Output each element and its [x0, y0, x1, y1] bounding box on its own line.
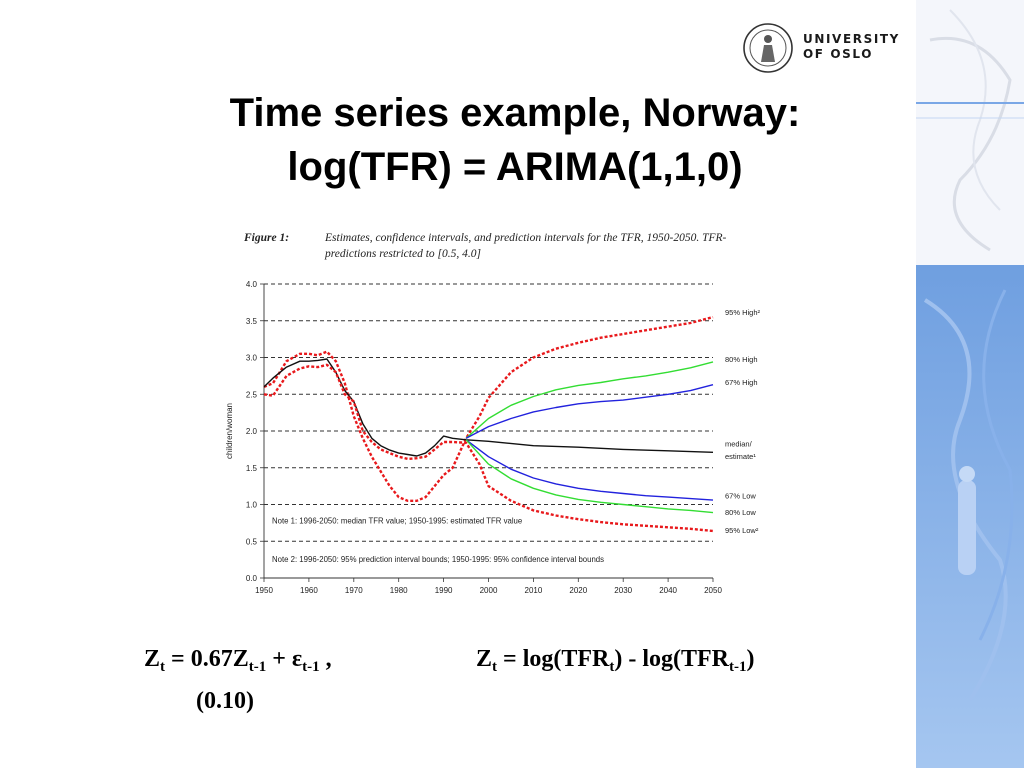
- x-tick-label: 2020: [569, 586, 587, 595]
- chart-grid: [264, 283, 713, 542]
- formula-z: Z: [144, 646, 161, 672]
- y-tick-label: 1.5: [246, 464, 258, 473]
- series-line: [263, 363, 714, 533]
- x-tick-label: 1990: [435, 586, 453, 595]
- series-end-label: 95% High²: [725, 308, 761, 317]
- x-tick-label: 2000: [480, 586, 498, 595]
- formula2-log: = log(TFR: [497, 646, 610, 672]
- x-tick-label: 1950: [255, 586, 273, 595]
- formula2-sub-t: t: [492, 659, 498, 675]
- formula-sub-t1: t-1: [248, 659, 267, 675]
- y-tick-label: 1.0: [246, 501, 258, 510]
- figure-caption-text: Estimates, confidence intervals, and pre…: [325, 232, 727, 260]
- series-end-label: 80% High: [725, 355, 758, 364]
- formula2-close: ): [746, 646, 755, 672]
- chart-note: Note 1: 1996-2050: median TFR value; 195…: [272, 517, 522, 526]
- logo-line1: UNIVERSITY: [803, 32, 900, 46]
- series-line: [465, 439, 714, 514]
- series-end-label: 67% Low: [725, 492, 756, 501]
- x-tick-label: 2050: [704, 586, 722, 595]
- formula-sub-t: t: [160, 659, 166, 675]
- formula2-z: Z: [476, 646, 493, 672]
- formula-comma: ,: [319, 646, 332, 672]
- slide-title-line1: Time series example, Norway:: [229, 91, 801, 135]
- slide-title: Time series example, Norway: log(TFR) = …: [120, 86, 910, 194]
- x-tick-label: 2040: [659, 586, 677, 595]
- y-tick-label: 4.0: [246, 280, 258, 289]
- y-tick-label: 0.5: [246, 537, 258, 546]
- x-tick-label: 1960: [300, 586, 318, 595]
- x-tick-label: 1980: [390, 586, 408, 595]
- formula-sub-t1b: t-1: [302, 659, 320, 675]
- chart-axes: 0.0 0.5 1.0 1.5 2.0 2.5 3.0 3.5 4.0 1950 1960 1970 1…: [225, 280, 722, 595]
- series-line: [465, 439, 714, 501]
- series-end-label: 80% Low: [725, 508, 756, 517]
- y-tick-label: 3.5: [246, 317, 258, 326]
- series-end-label: estimate¹: [725, 452, 756, 461]
- y-tick-label: 3.0: [246, 354, 258, 363]
- chart-series: [263, 315, 714, 533]
- y-tick-label: 2.5: [246, 390, 258, 399]
- tfr-chart: 0.0 0.5 1.0 1.5 2.0 2.5 3.0 3.5 4.0 1950 1960 1970 1…: [225, 280, 761, 595]
- chart-labels: 95% High² 80% High 67% High median/estimate…: [272, 308, 761, 564]
- x-tick-label: 1970: [345, 586, 363, 595]
- series-end-label: median/: [725, 439, 753, 448]
- formula-eps: + ε: [266, 646, 303, 672]
- formula2-sub-t2: t: [609, 659, 615, 675]
- y-axis-title: children/woman: [225, 403, 234, 459]
- series-end-label: 67% High: [725, 378, 758, 387]
- series-line: [465, 361, 714, 439]
- series-line: [465, 384, 714, 439]
- series-line: [263, 358, 714, 457]
- slide-title-line2: log(TFR) = ARIMA(1,1,0): [287, 145, 743, 189]
- y-tick-label: 0.0: [246, 574, 258, 583]
- figure-label: Figure 1:: [244, 232, 290, 244]
- standard-error: (0.10): [196, 688, 254, 714]
- x-tick-label: 2030: [614, 586, 632, 595]
- university-logo-text: UNIVERSITY OF OSLO: [803, 32, 900, 62]
- formula2-minus: ) - log(TFR: [614, 646, 730, 672]
- chart-note: Note 2: 1996-2050: 95% prediction interv…: [272, 555, 604, 564]
- difference-formula: Zt = log(TFRt) - log(TFRt-1): [476, 646, 755, 676]
- series-end-label: 95% Low²: [725, 526, 759, 535]
- arima-formula: Zt = 0.67Zt-1 + εt-1 ,: [144, 646, 332, 676]
- x-tick-label: 2010: [525, 586, 543, 595]
- formula2-sub-t1: t-1: [729, 659, 747, 675]
- y-tick-label: 2.0: [246, 427, 258, 436]
- university-seal-icon: [742, 22, 794, 74]
- series-line: [263, 315, 714, 502]
- logo-line2: OF OSLO: [803, 47, 874, 61]
- formula-coef: = 0.67Z: [165, 646, 249, 672]
